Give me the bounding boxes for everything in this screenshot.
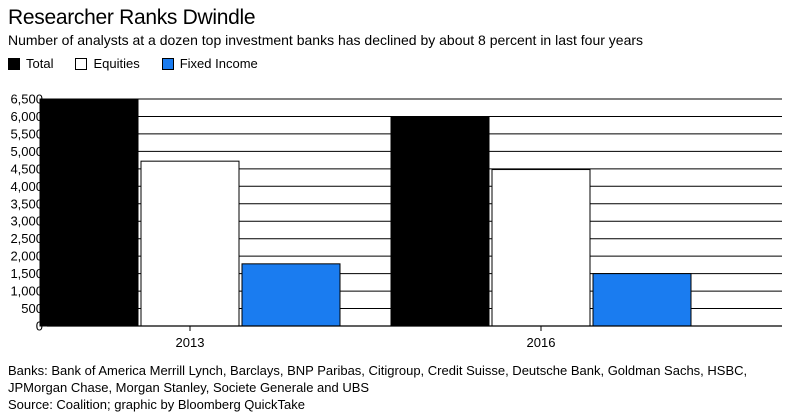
y-tick-label: 500	[21, 301, 43, 316]
footnote-banks: Banks: Bank of America Merrill Lynch, Ba…	[8, 363, 748, 395]
legend-label-total: Total	[26, 56, 54, 71]
y-tick-label: 3,000	[10, 214, 43, 229]
y-tick-label: 6,000	[10, 109, 43, 124]
legend-label-equities: Equities	[93, 56, 140, 71]
y-tick-label: 2,000	[10, 249, 43, 264]
bar-equities	[491, 169, 591, 327]
x-tick-label: 2016	[527, 335, 556, 350]
bar-total	[39, 98, 139, 327]
chart-legend: Total Equities Fixed Income	[8, 56, 280, 71]
chart-title: Researcher Ranks Dwindle	[8, 6, 256, 29]
y-tick-label: 0	[36, 319, 43, 334]
x-tick-label: 2013	[176, 335, 205, 350]
y-tick-label: 4,000	[10, 179, 43, 194]
legend-label-fixed-income: Fixed Income	[179, 56, 258, 71]
y-tick-label: 1,500	[10, 266, 43, 281]
y-tick-label: 2,500	[10, 231, 43, 246]
legend-item-equities: Equities	[75, 56, 140, 71]
legend-swatch-fixed-income	[161, 57, 174, 70]
legend-swatch-equities	[75, 57, 88, 70]
y-tick-label: 5,000	[10, 144, 43, 159]
chart-subtitle: Number of analysts at a dozen top invest…	[8, 32, 644, 48]
y-tick-label: 3,500	[10, 196, 43, 211]
source-note: Source: Coalition; graphic by Bloomberg …	[8, 397, 305, 412]
legend-item-fixed-income: Fixed Income	[161, 56, 258, 71]
y-tick-label: 5,500	[10, 126, 43, 141]
bar-total	[390, 116, 490, 327]
y-tick-label: 4,500	[10, 161, 43, 176]
bar-equities	[140, 160, 240, 327]
bar-fixed-income	[241, 263, 341, 327]
bar-fixed-income	[592, 273, 692, 327]
y-tick-label: 1,000	[10, 284, 43, 299]
legend-swatch-total	[8, 57, 20, 70]
bar-chart: 0 500 1,000 1,500 2,000 2,500 3,000 3,500 4,000 4…	[10, 92, 782, 350]
y-tick-label: 6,500	[10, 92, 43, 107]
legend-item-total: Total	[8, 56, 53, 71]
